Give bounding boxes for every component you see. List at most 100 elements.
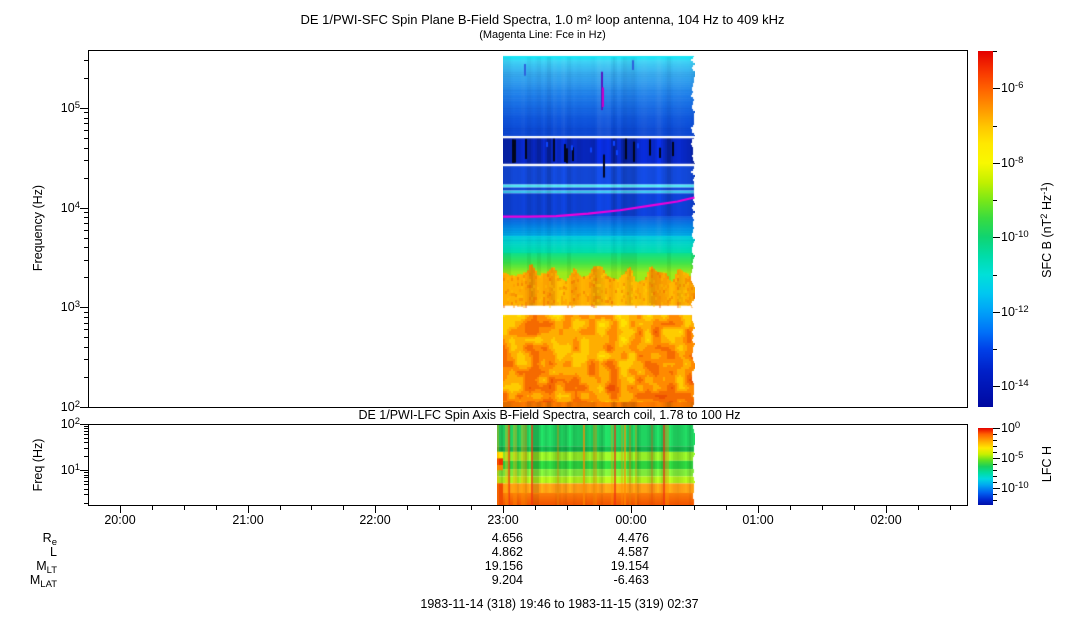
sfc-y-tick: [84, 123, 88, 124]
sfc-y-tick: [84, 160, 88, 161]
sfc-y-tick: [80, 307, 88, 308]
lfc-y-tick: [84, 431, 88, 432]
x-axis-tick: [311, 506, 312, 510]
x-axis-tick: [184, 506, 185, 510]
lfc-colorbar: [978, 428, 993, 505]
lfc-colorbar-tick: [993, 434, 997, 435]
lfc-y-tick: [84, 472, 88, 473]
x-hour-label: 20:00: [104, 513, 136, 527]
lfc-y-tick-label: 102: [60, 416, 80, 431]
sfc-colorbar-tick: [993, 200, 997, 201]
sfc-y-tick: [84, 323, 88, 324]
lfc-y-tick: [84, 438, 88, 439]
sfc-y-tick: [84, 317, 88, 318]
x-axis-tick: [918, 506, 919, 510]
lfc-colorbar-tick: [993, 440, 997, 441]
x-hour-label: 01:00: [742, 513, 774, 527]
sfc-y-tick: [84, 238, 88, 239]
lfc-y-tick: [80, 424, 88, 425]
sfc-y-tick: [84, 337, 88, 338]
sfc-subtitle: (Magenta Line: Fce in Hz): [479, 29, 606, 41]
sfc-y-tick: [84, 223, 88, 224]
lfc-colorbar-tick: [993, 470, 997, 471]
lfc-colorbar-tick-label: 10-5: [1001, 450, 1024, 465]
sfc-y-tick: [84, 130, 88, 131]
sfc-y-tick: [84, 148, 88, 149]
ephemeris-value: -6.463: [613, 573, 649, 587]
ephemeris-value: 4.862: [491, 545, 523, 559]
sfc-colorbar-tick: [993, 126, 997, 127]
x-axis-tick: [439, 506, 440, 510]
sfc-y-tick: [84, 312, 88, 313]
lfc-title: DE 1/PWI-LFC Spin Axis B-Field Spectra, …: [358, 408, 741, 422]
sfc-colorbar-tick-label: 10-14: [1001, 378, 1029, 393]
ephemeris-value: 4.656: [491, 531, 523, 545]
x-axis-tick: [280, 506, 281, 510]
lfc-y-tick: [84, 434, 88, 435]
ephemeris-value: 19.154: [610, 559, 649, 573]
x-axis-tick: [375, 506, 376, 513]
sfc-y-tick-label: 102: [60, 399, 80, 414]
lfc-colorbar-tick-label: 10-10: [1001, 480, 1029, 495]
sfc-colorbar-tick: [993, 51, 997, 52]
x-axis-tick: [120, 506, 121, 513]
ephemeris-label: Re: [42, 531, 57, 548]
x-hour-label: 21:00: [232, 513, 264, 527]
x-axis-tick: [950, 506, 951, 510]
sfc-y-tick-label: 105: [60, 100, 80, 115]
x-axis-tick: [248, 506, 249, 513]
x-axis-tick: [471, 506, 472, 510]
sfc-colorbar-tick-label: 10-8: [1001, 155, 1024, 170]
x-axis-tick: [216, 506, 217, 510]
sfc-colorbar-tick: [993, 349, 997, 350]
sfc-colorbar-tick: [993, 88, 1000, 89]
x-axis-tick: [886, 506, 887, 513]
ephemeris-value: 19.156: [484, 559, 523, 573]
x-axis-tick: [631, 506, 632, 513]
sfc-colorbar-tick: [993, 312, 1000, 313]
x-axis-tick: [758, 506, 759, 513]
lfc-y-tick: [84, 456, 88, 457]
lfc-y-tick: [84, 477, 88, 478]
ephemeris-value: 4.476: [617, 531, 649, 545]
sfc-colorbar-tick: [993, 275, 997, 276]
lfc-colorbar-tick: [993, 482, 997, 483]
footer-date-range: 1983-11-14 (318) 19:46 to 1983-11-15 (31…: [420, 597, 699, 611]
x-axis-tick: [407, 506, 408, 510]
lfc-colorbar-tick: [993, 446, 997, 447]
x-axis-tick: [726, 506, 727, 510]
sfc-y-tick: [84, 78, 88, 79]
ephemeris-value: 4.587: [617, 545, 649, 559]
ephemeris-label: MLT: [36, 559, 57, 576]
lfc-y-tick: [84, 426, 88, 427]
ephemeris-label: MLAT: [29, 573, 57, 590]
lfc-colorbar-tick: [993, 458, 1000, 459]
sfc-y-tick: [84, 247, 88, 248]
sfc-y-tick-label: 103: [60, 299, 80, 314]
lfc-y-tick: [84, 475, 88, 476]
lfc-y-tick: [84, 428, 88, 429]
lfc-colorbar-tick: [993, 488, 1000, 489]
sfc-colorbar-tick: [993, 163, 1000, 164]
sfc-y-tick: [84, 329, 88, 330]
sfc-y-tick: [80, 108, 88, 109]
x-axis-tick: [343, 506, 344, 510]
sfc-y-tick: [84, 118, 88, 119]
lfc-y-tick: [80, 470, 88, 471]
sfc-y-tick: [84, 178, 88, 179]
x-axis-tick: [663, 506, 664, 510]
sfc-y-tick: [80, 407, 88, 408]
sfc-y-tick: [84, 359, 88, 360]
x-hour-label: 00:00: [615, 513, 647, 527]
lfc-y-tick: [84, 503, 88, 504]
lfc-colorbar-tick-label: 100: [1001, 420, 1021, 435]
x-axis-tick: [599, 506, 600, 510]
x-axis-tick: [790, 506, 791, 510]
sfc-colorbar-tick: [993, 237, 1000, 238]
sfc-y-tick: [84, 230, 88, 231]
sfc-y-tick: [84, 277, 88, 278]
lfc-y-tick-label: 101: [60, 462, 80, 477]
lfc-y-tick: [84, 481, 88, 482]
sfc-colorbar-tick: [993, 386, 1000, 387]
